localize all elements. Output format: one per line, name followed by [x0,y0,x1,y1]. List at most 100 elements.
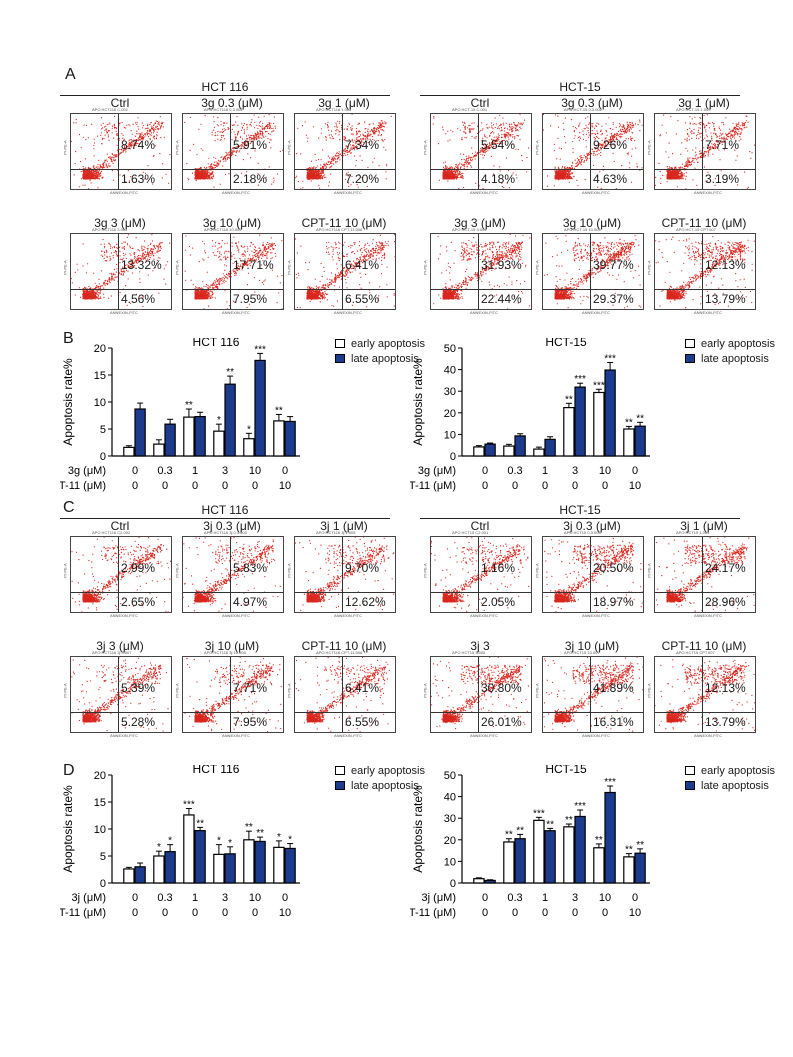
quadrant-vline [118,234,119,309]
flow-plot-title: 3g 1 (μM) [644,96,764,110]
flow-scatter-dots [655,236,755,309]
bar-late [634,852,646,884]
bar-late [574,386,586,457]
quadrant-vline [478,114,479,189]
x-axis-label: ANNEXIN-FITC [694,613,722,618]
flow-plot-title: Ctrl [420,96,540,110]
bar-early [623,428,635,457]
upper-right-percent: 7.71% [705,138,739,152]
bar-late [284,847,296,884]
flow-scatter-dots [431,537,530,612]
quadrant-vline [118,537,119,612]
x-axis-label: ANNEXIN-FITC [582,310,610,315]
lower-right-percent: 3.19% [705,172,739,186]
x-row1-label: 10 [249,465,261,477]
legend-swatch [335,339,345,348]
lower-right-percent: 5.28% [121,715,155,729]
upper-right-percent: 7.34% [345,138,379,152]
y-axis-label: Apoptosis rate% [61,785,75,873]
flow-plot: 30.80% 26.01% [430,656,532,733]
y-axis-label: PI-PE-A [535,563,540,577]
group-rule-a-left [60,95,390,96]
flow-plot: 24.17% 28.96% [654,536,756,613]
quadrant-hline [431,169,531,170]
bar-late [604,369,616,457]
y-axis-label: PI-PE-A [63,260,68,274]
upper-right-percent: 20.50% [593,561,634,575]
y-axis-label: PI-PE-A [423,683,428,697]
x-axis-label: ANNEXIN-FITC [334,310,362,315]
flow-scatter-dots [655,114,755,189]
upper-right-percent: 30.80% [481,681,522,695]
x-row1-label: 0.3 [507,465,522,477]
significance-marker: ** [275,405,283,416]
y-tick-label: 20 [94,770,106,782]
x-row1-label: 0.3 [157,892,172,904]
significance-marker: *** [574,374,586,385]
upper-right-percent: 6.41% [345,681,379,695]
x-row1-label: 10 [599,465,611,477]
flow-scatter-dots [71,537,171,612]
significance-marker: * [217,415,221,426]
y-axis-label: PI-PE-A [535,260,540,274]
flow-plot-header: APO HCT116 3j 3.007 [92,650,132,655]
x-row1-label: 0 [632,892,638,904]
upper-right-percent: 24.17% [705,561,746,575]
bar-early [473,878,485,884]
flow-plot-title: 3j 0.3 (μM) [532,519,652,533]
lower-right-percent: 2.05% [481,595,515,609]
flow-plot: 9.70% 12.62% [294,536,396,613]
x-row1-label: 3 [222,465,228,477]
quadrant-hline [655,712,755,713]
flow-scatter-dots [543,657,643,732]
y-axis-label: PI-PE-A [647,260,652,274]
lower-right-percent: 6.55% [345,292,379,306]
x-row2-label: 0 [192,907,198,919]
bar-late [284,420,296,457]
x-axis-label: ANNEXIN-FITC [582,733,610,738]
flow-plot-header: APO HCT116 C.001 [92,107,128,112]
legend-label: early apoptosis [701,338,775,350]
x-row2-title: CPT-11 (μM) [60,480,106,492]
legend-swatch [685,339,695,348]
flow-plot-title: 3j 10 (μM) [532,639,652,653]
legend-label: early apoptosis [351,765,425,777]
quadrant-vline [478,537,479,612]
significance-marker: ** [565,394,573,405]
panel-letter-a: A [65,66,76,84]
x-row1-title: 3j (μM) [422,892,456,904]
x-row2-label: 10 [629,907,641,919]
x-row1-label: 3 [572,892,578,904]
x-axis-label: ANNEXIN-FITC [694,310,722,315]
significance-marker: *** [593,380,605,391]
y-axis-label: PI-PE-A [175,260,180,274]
bar-early [563,826,575,884]
flow-plot-header: APO HCT116 CPT-11.006 [316,227,362,232]
x-row2-label: 0 [482,907,488,919]
y-tick-label: 15 [94,797,106,809]
flow-plot-title: 3j 0.3 (μM) [172,519,292,533]
x-axis-label: ANNEXIN-FITC [222,733,250,738]
flow-plot-title: 3g 3 (μM) [420,216,540,230]
y-axis-label: Apoptosis rate% [411,785,425,873]
flow-scatter-dots [71,115,171,189]
flow-scatter-dots [71,657,169,732]
y-tick-label: 30 [444,386,456,398]
bar-late [514,435,526,457]
legend-label: early apoptosis [351,338,425,350]
flow-plot-title: 3g 0.3 (μM) [172,96,292,110]
flow-plot-title: CPT-11 10 (μM) [644,216,764,230]
significance-marker: *** [183,799,195,810]
x-row1-label: 10 [599,892,611,904]
flow-scatter-dots [655,537,755,612]
x-axis-label: ANNEXIN-FITC [582,190,610,195]
quadrant-hline [295,289,395,290]
significance-marker: *** [254,344,266,355]
flow-plot: 8.74% 1.63% [70,113,172,190]
lower-right-percent: 2.18% [233,172,267,186]
legend-swatch [685,781,695,790]
flow-plot-title: CPT-11 10 (μM) [284,216,404,230]
y-tick-label: 5 [100,424,106,436]
flow-plot-header: APO HCT116 10.005 [204,227,242,232]
flow-scatter-dots [543,235,642,309]
